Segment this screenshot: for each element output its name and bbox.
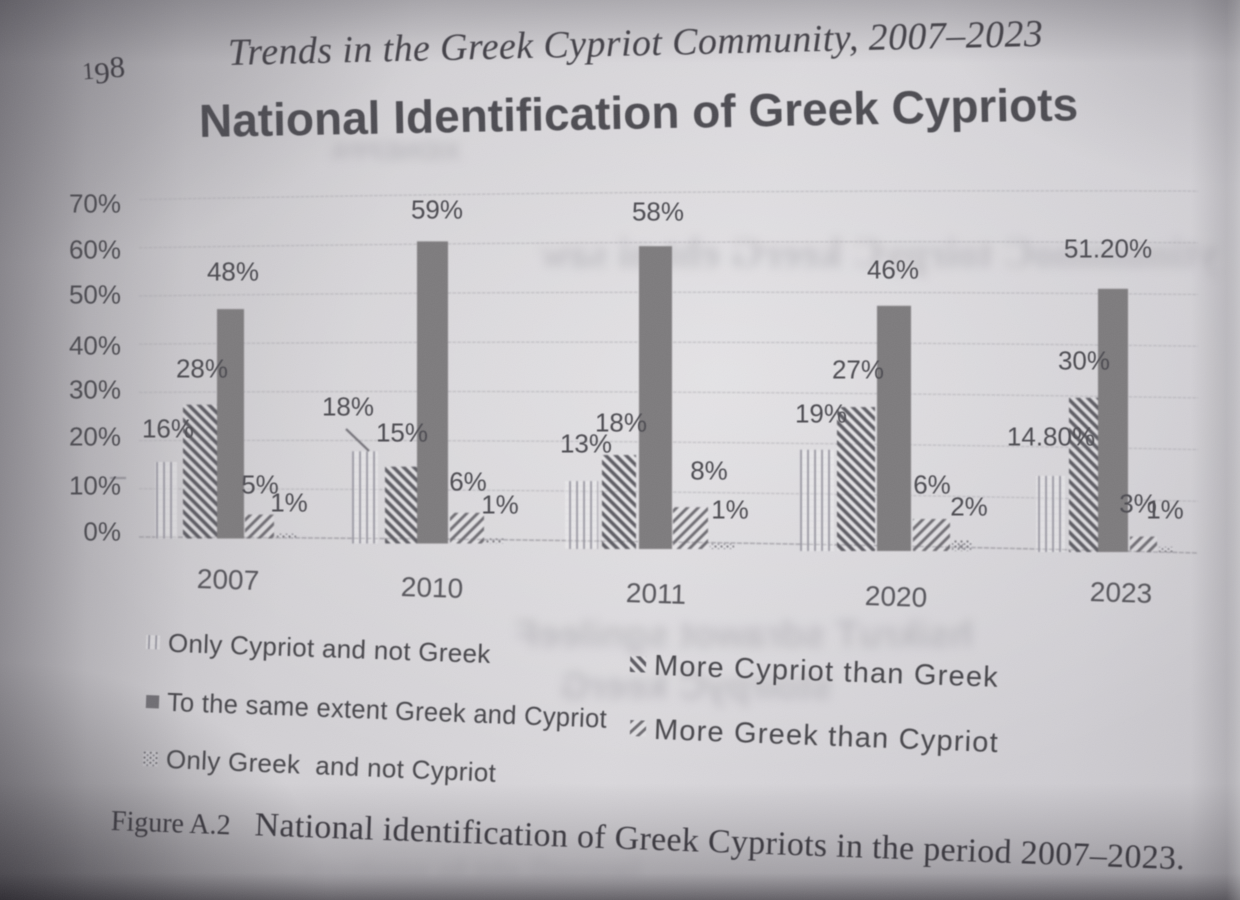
svg-text:×: ×	[957, 539, 965, 554]
